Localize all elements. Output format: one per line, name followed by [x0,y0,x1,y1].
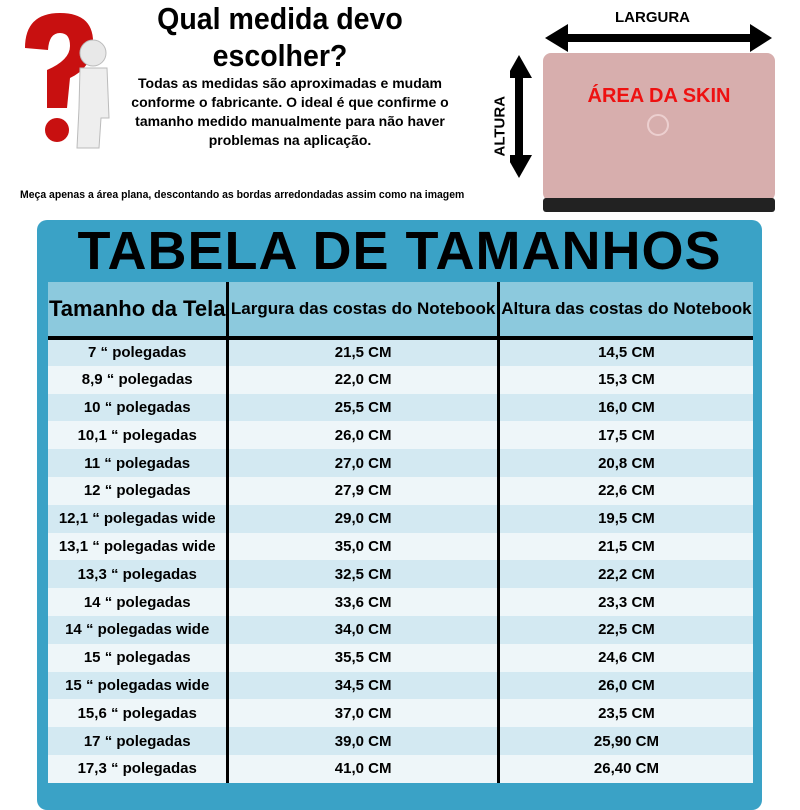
table-row: 10 “ polegadas 25,5 CM 16,0 CM [48,393,753,422]
screen-size-cell: 14 “ polegadas wide [48,615,228,644]
screen-size-cell: 11 “ polegadas [48,449,228,477]
width-cell: 26,0 CM [226,421,499,450]
table-row: 15,6 “ polegadas 37,0 CM 23,5 CM [48,699,753,728]
table-row: 15 “ polegadas 35,5 CM 24,6 CM [48,643,753,672]
screen-size-cell: 15 “ polegadas wide [48,671,228,700]
screen-size-cell: 12 “ polegadas [48,476,228,505]
header-row: Tamanho da Tela Largura das costas do No… [48,282,753,340]
screen-size-cell: 15,6 “ polegadas [48,699,228,728]
height-cell: 17,5 CM [496,421,753,450]
screen-size-cell: 13,3 “ polegadas [48,560,228,589]
table-row: 7 “ polegadas 21,5 CM 14,5 CM [48,338,753,366]
width-cell: 22,0 CM [226,365,499,394]
height-cell: 22,2 CM [496,560,753,589]
height-cell: 22,5 CM [496,615,753,644]
width-cell: 35,0 CM [226,532,499,561]
height-cell: 22,6 CM [496,476,753,505]
height-cell: 25,90 CM [496,727,753,755]
width-cell: 37,0 CM [226,699,499,728]
height-cell: 15,3 CM [496,365,753,394]
screen-size-cell: 7 “ polegadas [48,338,228,366]
laptop-diagram [510,24,775,212]
table-title: TABELA DE TAMANHOS [77,221,722,281]
height-cell: 23,3 CM [496,588,753,616]
column-header: Altura das costas do Notebook [496,282,753,340]
height-label: ALTURA [491,95,509,157]
width-cell: 34,5 CM [226,671,499,700]
width-cell: 27,0 CM [226,449,499,477]
measure-note: Meça apenas a área plana, descontando as… [20,189,465,201]
width-cell: 25,5 CM [226,393,499,422]
screen-size-cell: 14 “ polegadas [48,588,228,616]
height-cell: 21,5 CM [496,532,753,561]
page-title: Qual medida devo escolher? [157,1,403,73]
width-cell: 29,0 CM [226,504,499,533]
table-row: 13,3 “ polegadas 32,5 CM 22,2 CM [48,560,753,589]
screen-size-cell: 10 “ polegadas [48,393,228,422]
width-cell: 34,0 CM [226,615,499,644]
table-row: 14 “ polegadas 33,6 CM 23,3 CM [48,588,753,616]
screen-size-cell: 10,1 “ polegadas [48,421,228,450]
width-label: LARGURA [615,9,690,26]
width-cell: 32,5 CM [226,560,499,589]
table-row: 11 “ polegadas 27,0 CM 20,8 CM [48,449,753,477]
height-cell: 26,40 CM [496,754,753,783]
height-cell: 14,5 CM [496,338,753,366]
height-cell: 26,0 CM [496,671,753,700]
table-row: 15 “ polegadas wide 34,5 CM 26,0 CM [48,671,753,700]
table-row: 8,9 “ polegadas 22,0 CM 15,3 CM [48,365,753,394]
width-cell: 35,5 CM [226,643,499,672]
column-header: Tamanho da Tela [48,282,228,340]
screen-size-cell: 8,9 “ polegadas [48,365,228,394]
screen-size-cell: 15 “ polegadas [48,643,228,672]
width-arrow-icon [545,24,772,52]
width-cell: 39,0 CM [226,727,499,755]
size-table: Tamanho da Tela Largura das costas do No… [48,282,753,783]
height-cell: 16,0 CM [496,393,753,422]
table-row: 10,1 “ polegadas 26,0 CM 17,5 CM [48,421,753,450]
table-row: 14 “ polegadas wide 34,0 CM 22,5 CM [48,615,753,644]
note-text: Todas as medidas são aproximadas e mudam… [131,75,449,148]
column-header: Largura das costas do Notebook [226,282,499,340]
width-cell: 33,6 CM [226,588,499,616]
width-cell: 21,5 CM [226,338,499,366]
table-row: 12 “ polegadas 27,9 CM 22,6 CM [48,476,753,505]
screen-size-cell: 17 “ polegadas [48,727,228,755]
table-row: 12,1 “ polegadas wide 29,0 CM 19,5 CM [48,504,753,533]
screen-size-cell: 17,3 “ polegadas [48,754,228,783]
width-cell: 27,9 CM [226,476,499,505]
screen-size-cell: 12,1 “ polegadas wide [48,504,228,533]
height-cell: 19,5 CM [496,504,753,533]
screen-size-cell: 13,1 “ polegadas wide [48,532,228,561]
table-row: 17 “ polegadas 39,0 CM 25,90 CM [48,727,753,755]
table-row: 17,3 “ polegadas 41,0 CM 26,40 CM [48,754,753,783]
width-cell: 41,0 CM [226,754,499,783]
table-row: 13,1 “ polegadas wide 35,0 CM 21,5 CM [48,532,753,561]
height-arrow-icon [510,55,532,178]
height-cell: 20,8 CM [496,449,753,477]
height-cell: 23,5 CM [496,699,753,728]
height-cell: 24,6 CM [496,643,753,672]
question-mark-figure-icon [25,13,110,149]
skin-area-label: ÁREA DA SKIN [587,85,731,107]
